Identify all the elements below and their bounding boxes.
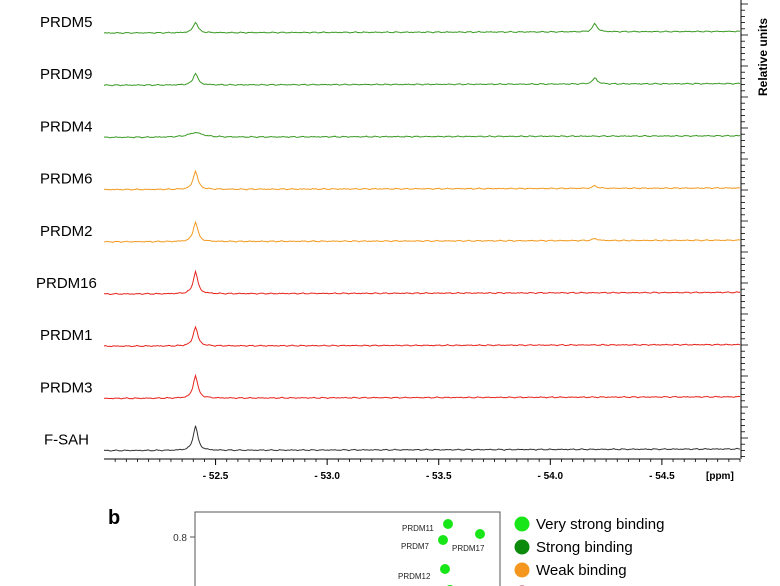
binding-legend: Very strong binding Strong binding Weak bi… [514,516,664,586]
spectrum-trace-prdm9 [103,72,741,87]
spectrum-label: PRDM9 [40,66,93,83]
ppm-tick-label: - 53.5 [426,471,452,482]
legend-marker [514,562,530,578]
ppm-axis: - 52.5 - 53.0 - 53.5 - 54.0 - 54.5 [ppm] [104,458,741,482]
spectrum-label: PRDM3 [40,379,93,396]
spectrum-label: PRDM2 [40,223,93,240]
scatter-point-prdm12 [440,564,450,574]
spectrum-trace-f-sah [103,425,741,452]
spectrum-label: PRDM4 [40,118,93,135]
ppm-tick-label: - 54.5 [649,471,675,482]
y-tick-label: 0.8 [173,533,187,544]
panel-b: b 0.8 PRDM11 PRDM7 PRDM17 PRDM12 Very stron… [108,507,664,586]
relative-units-axis: Relative units [740,0,770,459]
spectrum-label: PRDM6 [40,171,93,188]
scatter-point-prdm7 [438,535,448,545]
spectrum-trace-prdm2 [103,220,741,243]
spectrum-trace-prdm1 [103,325,741,348]
ppm-tick-label: - 52.5 [203,471,229,482]
legend-marker [514,539,530,555]
scatter-point-label: PRDM17 [452,544,485,553]
legend-marker [514,516,530,532]
scatter-point-prdm11 [443,519,453,529]
panel-b-label: b [108,507,120,529]
scatter-plot-frame [194,511,501,586]
spectrum-label: PRDM16 [36,275,97,292]
scatter-point-label: PRDM11 [402,524,434,533]
relative-units-label: Relative units [756,18,770,96]
nmr-spectra: PRDM5 PRDM9 PRDM4 PRDM6 PRDM2 PRDM16 PRDM1 PRDM… [36,14,741,452]
ppm-tick-label: - 54.0 [538,471,564,482]
spectrum-trace-prdm5 [103,21,741,35]
spectrum-trace-prdm3 [103,373,741,400]
ppm-unit-label: [ppm] [706,471,734,482]
spectrum-label: PRDM5 [40,14,93,31]
spectrum-trace-prdm16 [104,269,741,296]
spectrum-label: F-SAH [44,432,89,449]
legend-label: Very strong binding [536,516,664,533]
scatter-point-prdm17 [475,529,485,539]
legend-label: Strong binding [536,539,633,556]
scatter-point-label: PRDM7 [401,542,430,551]
ppm-tick-label: - 53.0 [314,471,340,482]
spectrum-trace-prdm4 [103,131,741,139]
spectrum-label: PRDM1 [40,327,93,344]
legend-label: Weak binding [536,562,627,579]
scatter-point-label: PRDM12 [398,572,431,581]
spectrum-trace-prdm6 [103,169,741,191]
